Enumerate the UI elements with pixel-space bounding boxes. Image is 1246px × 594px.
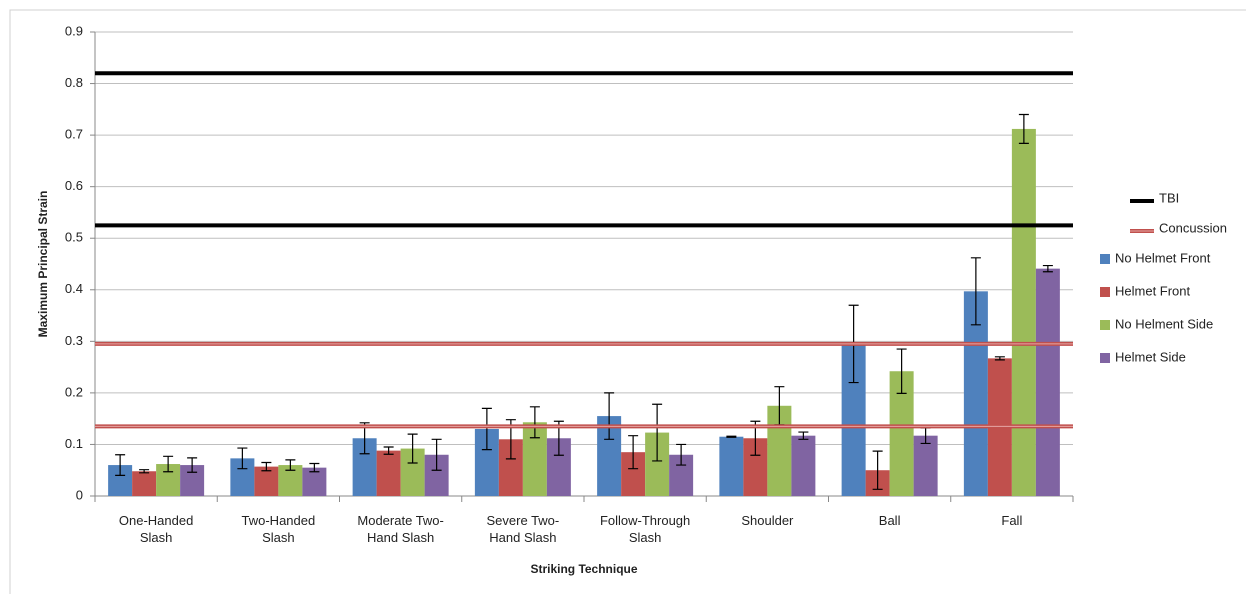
error-bar	[481, 407, 492, 451]
error-bar	[407, 433, 418, 464]
y-tick-label: 0.8	[65, 75, 83, 90]
error-bar	[872, 450, 883, 490]
legend-label: TBI	[1159, 190, 1179, 205]
y-tick-label: 0.5	[65, 230, 83, 245]
y-axis-title: Maximum Principal Strain	[36, 191, 50, 338]
y-tick-label: 0.2	[65, 384, 83, 399]
error-bar	[798, 431, 809, 440]
x-tick-label: Ball	[878, 513, 901, 528]
y-tick-label: 0.7	[65, 127, 83, 142]
legend-swatch	[1100, 320, 1110, 330]
bar	[913, 435, 938, 496]
legend-swatch	[1100, 287, 1110, 297]
bar	[1011, 128, 1036, 496]
error-bar	[604, 392, 615, 440]
error-bar	[970, 257, 981, 326]
y-tick-label: 0.4	[65, 281, 83, 296]
bar	[302, 467, 327, 496]
legend-swatch	[1100, 254, 1110, 264]
y-tick-label: 0	[76, 487, 83, 502]
x-axis-title: Striking Technique	[530, 562, 637, 576]
x-tick-label: Two-Handed Slash	[241, 513, 316, 545]
error-bar	[652, 403, 663, 462]
y-tick-label: 0.1	[65, 436, 83, 451]
y-tick-label: 0.6	[65, 178, 83, 193]
legend-label: Helmet Side	[1115, 349, 1186, 364]
error-bar	[285, 459, 296, 471]
bar	[719, 436, 744, 496]
x-tick-label: One-Handed Slash	[118, 513, 194, 545]
error-bar	[115, 454, 126, 476]
error-bar	[726, 435, 737, 438]
bar	[1035, 268, 1060, 496]
error-bar	[431, 438, 442, 471]
bar	[791, 435, 816, 496]
bar	[254, 466, 279, 496]
error-bar	[163, 455, 174, 473]
error-bar	[261, 461, 272, 472]
y-tick-label: 0.9	[65, 23, 83, 38]
error-bar	[676, 443, 687, 466]
chart-frame	[9, 9, 1246, 594]
x-tick-label: Follow-Through Slash	[599, 513, 691, 545]
legend-label: No Helmet Front	[1115, 250, 1211, 265]
error-bar	[187, 457, 198, 473]
error-bar	[1042, 264, 1053, 273]
x-tick-label: Moderate Two-Hand Slash	[357, 513, 444, 545]
error-bar	[139, 469, 150, 474]
legend-label: Concussion	[1159, 220, 1227, 235]
bar	[963, 291, 988, 496]
error-bar	[1018, 113, 1029, 144]
error-bar	[628, 435, 639, 470]
error-bar	[383, 446, 394, 455]
x-tick-label: Severe Two-Hand Slash	[486, 513, 560, 545]
bar	[132, 471, 157, 496]
y-tick-label: 0.3	[65, 333, 83, 348]
x-tick-label: Shoulder	[741, 513, 794, 528]
error-bar	[896, 348, 907, 395]
x-tick-label: Fall	[1001, 513, 1023, 528]
error-bar	[994, 356, 1005, 361]
legend-label: Helmet Front	[1115, 283, 1191, 298]
error-bar	[237, 447, 248, 470]
error-bar	[529, 406, 540, 439]
legend-swatch	[1100, 353, 1110, 363]
legend-label: No Helment Side	[1115, 316, 1213, 331]
error-bar	[309, 462, 320, 473]
bar	[376, 450, 401, 496]
